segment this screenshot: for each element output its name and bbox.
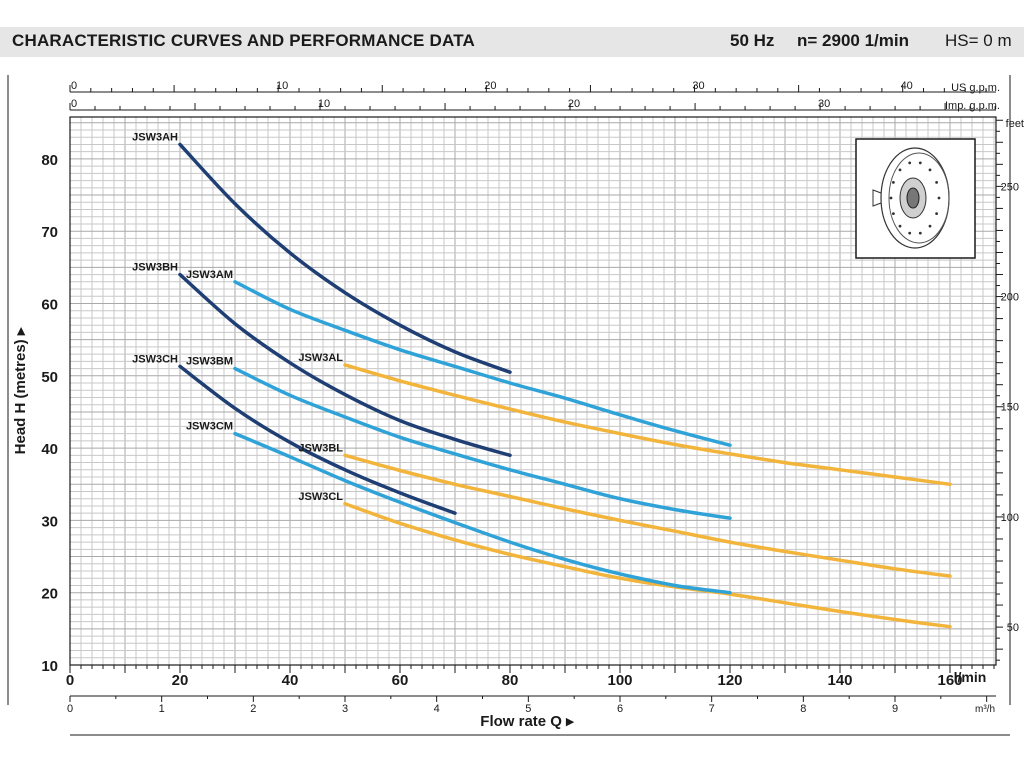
y-tick-label: 50 — [41, 369, 58, 386]
x-unit-label: l/min — [954, 669, 987, 685]
series-label-jsw3am: JSW3AM — [186, 269, 233, 281]
impeller-shaft — [872, 189, 882, 207]
us-gpm-tick-label: 10 — [276, 80, 288, 92]
impeller-eye — [906, 187, 920, 209]
m3h-tick-label: 1 — [159, 703, 165, 715]
impeller-hole — [928, 224, 932, 228]
speed-label: n= 2900 1/min — [797, 31, 909, 50]
series-jsw3bh — [178, 272, 512, 458]
impeller-hole — [918, 231, 922, 235]
imp-gpm-tick-label: 10 — [318, 98, 330, 110]
feet-tick-label: 100 — [1001, 512, 1019, 524]
series-jsw3al — [343, 363, 952, 487]
us-gpm-tick-label: 40 — [901, 80, 913, 92]
y-tick-label: 30 — [41, 513, 58, 530]
imp-gpm-tick-label: 0 — [71, 98, 77, 110]
feet-tick-label: 150 — [1001, 402, 1019, 414]
y-tick-label: 80 — [41, 152, 58, 169]
series-label-jsw3cm: JSW3CM — [186, 421, 233, 433]
m3h-tick-label: 7 — [709, 703, 715, 715]
x-tick-label: 0 — [66, 672, 74, 689]
impeller-hole — [892, 212, 895, 215]
x-tick-label: 60 — [392, 672, 409, 689]
us-gpm-unit-label: US g.p.m. — [951, 82, 1000, 94]
y-tick-label: 20 — [41, 586, 58, 603]
x-axis-title: Flow rate Q ▸ — [480, 713, 575, 730]
series-jsw3bm — [233, 366, 732, 520]
x-tick-label: 120 — [717, 672, 742, 689]
impeller-hole — [892, 181, 895, 184]
m3h-unit-label: m³/h — [975, 704, 995, 715]
impeller-hole — [898, 224, 902, 228]
m3h-tick-label: 9 — [892, 703, 898, 715]
impeller-drawing-icon — [872, 147, 950, 249]
us-gpm-tick-label: 0 — [71, 80, 77, 92]
series-jsw3ah — [178, 142, 512, 374]
impeller-hole — [935, 212, 938, 215]
plot-border — [69, 116, 997, 666]
imp-gpm-unit-label: Imp. g.p.m. — [945, 100, 1000, 112]
us-gpm-tick-label: 30 — [692, 80, 704, 92]
feet-unit-label: feet — [1006, 118, 1024, 130]
feet-tick-label: 50 — [1007, 622, 1019, 634]
feet-tick-label: 200 — [1001, 292, 1019, 304]
y-tick-label: 10 — [41, 658, 58, 675]
impeller-hole — [889, 196, 893, 200]
imp-gpm-tick-label: 30 — [818, 98, 830, 110]
y-tick-label: 70 — [41, 224, 58, 241]
suction-height-label: HS= 0 m — [945, 31, 1012, 50]
y-axis-title: Head H (metres) ▸ — [12, 326, 29, 454]
feet-tick-label: 250 — [1001, 181, 1019, 193]
chart-frame — [7, 75, 1011, 736]
series-label-jsw3ch: JSW3CH — [132, 353, 178, 365]
series-jsw3cm — [233, 431, 732, 595]
series-jsw3bl — [343, 453, 952, 578]
x-tick-label: 20 — [172, 672, 189, 689]
impeller-hole — [908, 161, 912, 165]
series-jsw3cl — [343, 502, 952, 629]
m3h-tick-label: 4 — [434, 703, 440, 715]
series-jsw3am — [233, 280, 732, 447]
x-tick-label: 80 — [502, 672, 519, 689]
m3h-tick-label: 3 — [342, 703, 348, 715]
impeller-hole — [935, 181, 938, 184]
series-labels: JSW3AH JSW3BH JSW3CH JSW3AM JSW3BM JSW3CM JSW3… — [132, 131, 343, 502]
series-label-jsw3cl: JSW3CL — [298, 491, 343, 503]
impeller-hole — [937, 196, 941, 200]
m3h-tick-label: 6 — [617, 703, 623, 715]
impeller-hole — [908, 231, 912, 235]
series-label-jsw3bh: JSW3BH — [132, 262, 178, 274]
series-label-jsw3bm: JSW3BM — [186, 356, 233, 368]
m3h-tick-label: 2 — [250, 703, 256, 715]
series-label-jsw3al: JSW3AL — [298, 352, 343, 364]
impeller-hole — [898, 168, 902, 172]
y-tick-label: 60 — [41, 297, 58, 314]
x-tick-label: 160 — [937, 672, 962, 689]
series-label-jsw3bl: JSW3BL — [298, 442, 343, 454]
x-tick-label: 40 — [282, 672, 299, 689]
x-tick-label: 100 — [607, 672, 632, 689]
impeller-hole — [918, 161, 922, 165]
y-tick-label: 40 — [41, 441, 58, 458]
page-title: CHARACTERISTIC CURVES AND PERFORMANCE DA… — [12, 31, 476, 50]
impeller-rim — [888, 152, 950, 244]
frequency-label: 50 Hz — [730, 31, 775, 50]
impeller-thumbnail — [855, 138, 976, 259]
x-tick-label: 140 — [827, 672, 852, 689]
m3h-tick-label: 5 — [525, 703, 531, 715]
series-jsw3ch — [178, 364, 457, 515]
header-bar: CHARACTERISTIC CURVES AND PERFORMANCE DA… — [0, 27, 1024, 57]
imp-gpm-tick-label: 20 — [568, 98, 580, 110]
series-layer — [178, 142, 952, 629]
series-label-jsw3ah: JSW3AH — [132, 131, 178, 143]
m3h-tick-label: 0 — [67, 703, 73, 715]
impeller-hole — [928, 168, 932, 172]
m3h-tick-label: 8 — [800, 703, 806, 715]
us-gpm-tick-label: 20 — [484, 80, 496, 92]
